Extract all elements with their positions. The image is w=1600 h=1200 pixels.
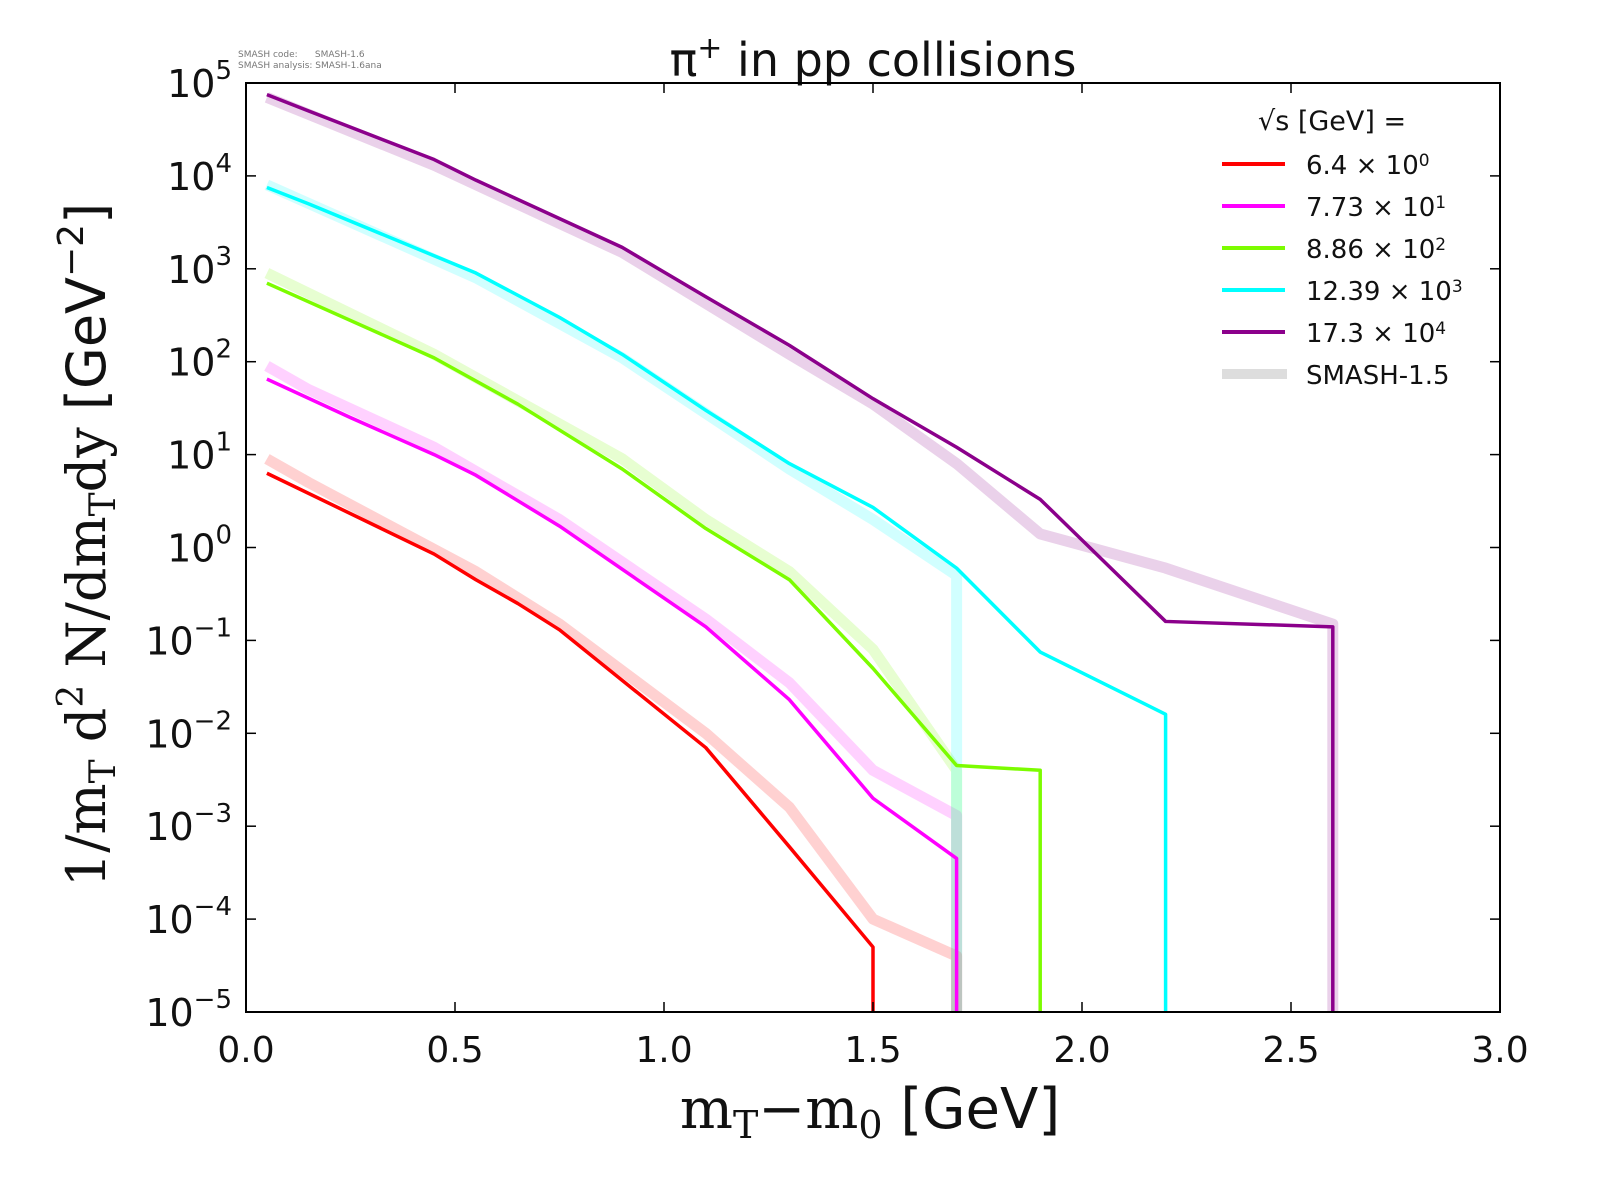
chart-title: π+ in pp collisions	[670, 31, 1077, 87]
y-tick-label: 10−1	[145, 613, 232, 663]
series-line-17.3	[266, 92, 1335, 1012]
legend-entry-12.39: 12.39 × 103	[1306, 277, 1463, 307]
y-tick-label: 102	[167, 335, 232, 385]
x-tick-label: 2.0	[1053, 1030, 1110, 1071]
y-tick-label: 10−2	[145, 706, 232, 756]
legend: √s [GeV] = 6.4 × 100 7.73 × 101 8.86 × 102…	[1222, 106, 1463, 391]
title-rest: in pp collisions	[722, 33, 1076, 87]
x-tick-label: 1.0	[635, 1030, 692, 1071]
series-line-8.86	[266, 281, 1042, 1012]
legend-entry-ref: SMASH-1.5	[1306, 361, 1450, 391]
y-tick-label: 10−5	[145, 985, 232, 1035]
series-line-12.39	[266, 185, 1168, 1012]
y-tick-label: 101	[167, 428, 232, 478]
y-tick-label: 10−4	[145, 892, 232, 942]
x-tick-label: 0.0	[217, 1030, 274, 1071]
y-tick-label: 104	[167, 149, 232, 199]
series-line-7.73	[266, 377, 959, 1012]
plot-area	[264, 92, 1339, 1012]
title-base: π	[670, 33, 698, 87]
ref-line-6.4	[264, 454, 963, 1012]
legend-entry-6.4: 6.4 × 100	[1306, 151, 1430, 181]
y-tick-label: 100	[167, 521, 232, 571]
x-tick-label: 1.5	[844, 1030, 901, 1071]
ref-line-12.39	[264, 179, 963, 1012]
y-tick-label: 105	[167, 56, 232, 106]
y-tick-label: 10−3	[145, 799, 232, 849]
series-line-6.4	[266, 471, 875, 1012]
legend-entry-17.3: 17.3 × 104	[1306, 319, 1446, 349]
legend-entry-8.86: 8.86 × 102	[1306, 235, 1446, 265]
y-axis-label: 1/mT d2 N/dmTdy [GeV−2]	[51, 203, 124, 887]
legend-entry-7.73: 7.73 × 101	[1306, 193, 1446, 223]
title-sup: +	[697, 31, 722, 66]
x-tick-label: 0.5	[426, 1030, 483, 1071]
y-tick-label: 103	[167, 242, 232, 292]
annotation-line-1: SMASH code: SMASH-1.6	[238, 50, 365, 60]
axes-ticks: 0.0 0.5 1.0 1.5 2.0 2.5 3.0 105 104 103 102 101 100 1…	[145, 56, 1528, 1071]
x-axis-label: mT−m0 [GeV]	[680, 1077, 1060, 1147]
x-tick-label: 3.0	[1471, 1030, 1528, 1071]
legend-title: √s [GeV] =	[1258, 106, 1406, 137]
ref-line-7.73	[264, 361, 963, 1012]
x-tick-label: 2.5	[1262, 1030, 1319, 1071]
ref-line-17.3	[264, 92, 1339, 1012]
annotation-line-2: SMASH analysis: SMASH-1.6ana	[238, 61, 382, 71]
